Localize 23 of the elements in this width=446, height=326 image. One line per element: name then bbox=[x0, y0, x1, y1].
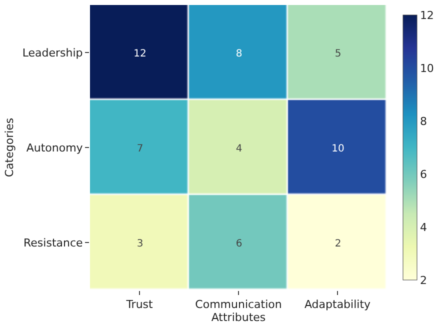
data-label: 3 bbox=[136, 238, 144, 250]
x-tick-label: Communication bbox=[195, 298, 282, 312]
data-label: 10 bbox=[332, 144, 344, 154]
data-label: 7 bbox=[136, 144, 144, 154]
data-label: 8 bbox=[236, 48, 242, 60]
color-bar-label: 4 bbox=[420, 220, 427, 234]
data-label: 4 bbox=[236, 144, 242, 154]
data-label: 12 bbox=[134, 48, 146, 60]
y-tick-label: Leadership bbox=[22, 46, 83, 60]
x-tick-label: Adaptability bbox=[304, 298, 372, 312]
color-bar-label: 2 bbox=[420, 274, 427, 287]
x-axis-title: Attributes bbox=[211, 311, 266, 324]
y-tick-label: Autonomy bbox=[26, 141, 84, 154]
x-tick-label: Trust bbox=[125, 298, 154, 312]
color-bar-label: 6 bbox=[420, 168, 427, 181]
color-bar-label: 12 bbox=[420, 8, 434, 22]
data-label: 2 bbox=[334, 238, 342, 250]
y-tick-label: Resistance bbox=[24, 236, 84, 250]
data-label: 5 bbox=[334, 48, 342, 60]
y-axis-title: Categories bbox=[2, 118, 16, 178]
color-bar-label: 8 bbox=[420, 114, 427, 128]
color-bar-label: 10 bbox=[420, 62, 434, 75]
data-label: 6 bbox=[236, 238, 242, 250]
